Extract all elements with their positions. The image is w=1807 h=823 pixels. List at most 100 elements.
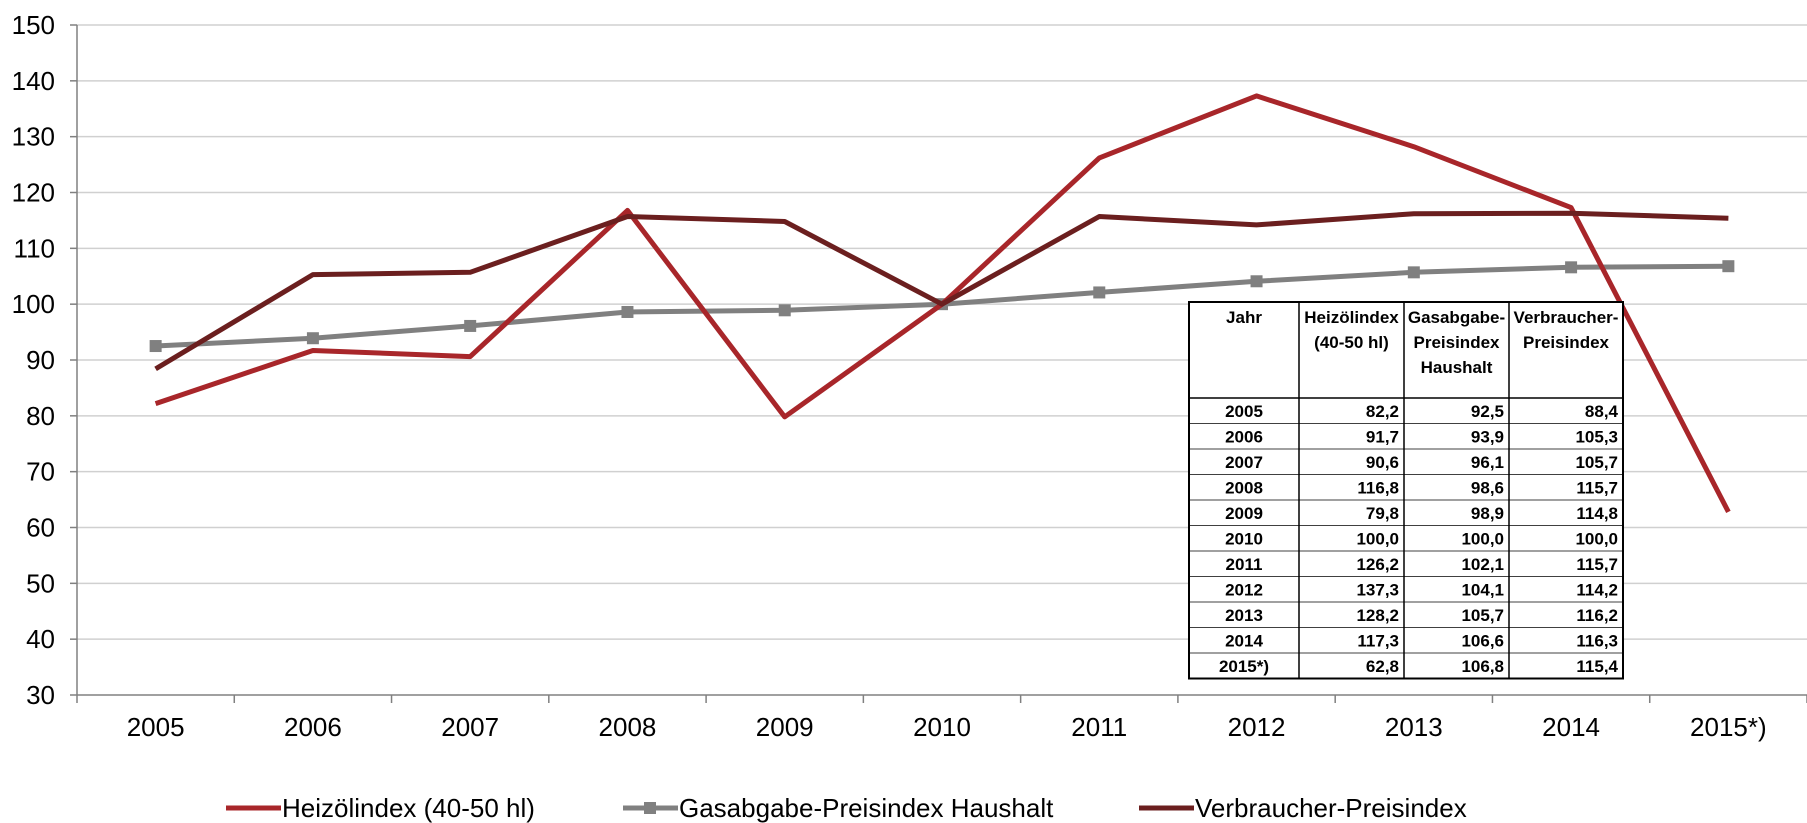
- y-tick-label: 50: [26, 568, 55, 598]
- y-tick-label: 40: [26, 624, 55, 654]
- x-tick-label: 2013: [1385, 712, 1443, 742]
- table-cell: 2009: [1225, 504, 1263, 523]
- series-line-2: [154, 210, 1729, 372]
- series-marker: [1250, 275, 1263, 288]
- y-tick-label: 110: [14, 233, 55, 263]
- y-tick-label: 100: [12, 289, 55, 319]
- table-cell: 2006: [1225, 428, 1263, 447]
- y-tick-label: 120: [12, 178, 55, 208]
- table-cell: 102,1: [1461, 555, 1504, 574]
- x-tick-label: 2014: [1542, 712, 1600, 742]
- table-cell: 2012: [1225, 581, 1263, 600]
- table-header-cell: Preisindex: [1523, 333, 1610, 352]
- series-marker: [1407, 266, 1420, 279]
- table-header-cell: Gasabgabe-: [1408, 308, 1505, 327]
- series-marker: [149, 340, 162, 353]
- y-tick-label: 130: [12, 122, 55, 152]
- y-tick-label: 80: [26, 401, 55, 431]
- y-tick-label: 150: [12, 10, 55, 40]
- table-cell: 100,0: [1461, 530, 1504, 549]
- table-cell: 93,9: [1471, 428, 1504, 447]
- y-tick-label: 90: [26, 345, 55, 375]
- table-cell: 116,8: [1357, 479, 1399, 498]
- legend-marker: [644, 802, 656, 814]
- table-cell: 105,3: [1575, 428, 1618, 447]
- table-cell: 88,4: [1585, 402, 1619, 421]
- table-header-cell: Jahr: [1226, 308, 1262, 327]
- y-tick-label: 70: [26, 457, 55, 487]
- table-cell: 91,7: [1366, 428, 1399, 447]
- x-tick-label: 2008: [599, 712, 657, 742]
- x-tick-label: 2012: [1228, 712, 1286, 742]
- table-cell: 2014: [1225, 632, 1263, 651]
- x-tick-label: 2005: [127, 712, 185, 742]
- table-cell: 2013: [1225, 606, 1263, 625]
- table-header-cell: Preisindex: [1414, 333, 1501, 352]
- y-axis-ticks: 30 40 50 60 70 80 90 100 110 120 130 140 150: [12, 10, 55, 710]
- table-cell: 115,7: [1576, 479, 1618, 498]
- legend: Heizölindex (40-50 hl) Gasabgabe-Preisind…: [226, 793, 1467, 823]
- table-header-cell: Haushalt: [1421, 358, 1493, 377]
- table-cell: 96,1: [1471, 453, 1504, 472]
- table-cell: 114,8: [1576, 504, 1618, 523]
- table-cell: 105,7: [1461, 606, 1504, 625]
- table-header-cell: Heizölindex: [1304, 308, 1399, 327]
- legend-label: Gasabgabe-Preisindex Haushalt: [679, 793, 1054, 823]
- table-cell: 128,2: [1356, 606, 1399, 625]
- series-marker: [778, 304, 791, 317]
- table-cell: 82,2: [1366, 402, 1399, 421]
- series-lines: [149, 93, 1735, 514]
- table-cell: 98,6: [1471, 479, 1504, 498]
- table-cell: 2010: [1225, 530, 1263, 549]
- x-axis-ticks: 2005 2006 2007 2008 2009 2010 2011 2012 2013 2014…: [127, 712, 1767, 742]
- table-cell: 106,8: [1461, 657, 1504, 676]
- y-tick-label: 30: [26, 680, 55, 710]
- table-cell: 106,6: [1461, 632, 1504, 651]
- series-marker: [621, 305, 634, 318]
- table-cell: 117,3: [1357, 632, 1399, 651]
- table-cell: 116,2: [1576, 606, 1618, 625]
- y-tick-label: 60: [26, 513, 55, 543]
- legend-label: Heizölindex (40-50 hl): [282, 793, 535, 823]
- series-marker: [306, 332, 319, 345]
- table-cell: 62,8: [1366, 657, 1399, 676]
- x-tick-label: 2015*): [1690, 712, 1767, 742]
- table-cell: 90,6: [1366, 453, 1399, 472]
- table-cell: 100,0: [1575, 530, 1618, 549]
- axes: [70, 24, 1807, 703]
- table-cell: 2008: [1225, 479, 1263, 498]
- table-cell: 115,4: [1576, 657, 1618, 676]
- table-cell: 105,7: [1575, 453, 1618, 472]
- x-tick-label: 2011: [1071, 712, 1127, 742]
- table-cell: 2015*): [1219, 657, 1269, 676]
- gridlines: [77, 24, 1807, 640]
- table-cell: 92,5: [1471, 402, 1504, 421]
- x-tick-label: 2009: [756, 712, 814, 742]
- x-tick-label: 2007: [441, 712, 499, 742]
- table-cell: 115,7: [1576, 555, 1618, 574]
- table-header-cell: (40-50 hl): [1314, 333, 1389, 352]
- table-cell: 2011: [1226, 555, 1263, 574]
- legend-label: Verbraucher-Preisindex: [1195, 793, 1467, 823]
- series-marker: [1722, 260, 1735, 273]
- table-cell: 126,2: [1356, 555, 1399, 574]
- table-cell: 137,3: [1356, 581, 1399, 600]
- x-tick-label: 2006: [284, 712, 342, 742]
- x-tick-label: 2010: [913, 712, 971, 742]
- table-cell: 114,2: [1576, 581, 1618, 600]
- table-cell: 2005: [1225, 402, 1263, 421]
- table-cell: 2007: [1225, 453, 1263, 472]
- table-cell: 98,9: [1471, 504, 1504, 523]
- data-table: Jahr Heizölindex (40-50 hl) Gasabgabe- Preis…: [1188, 301, 1624, 680]
- table-header-cell: Verbraucher-: [1514, 308, 1619, 327]
- table-frame: [1188, 301, 1624, 680]
- y-tick-label: 140: [12, 66, 55, 96]
- series-marker: [1565, 261, 1578, 274]
- table-cell: 100,0: [1356, 530, 1399, 549]
- table-cell: 104,1: [1461, 581, 1504, 600]
- table-cell: 79,8: [1366, 504, 1399, 523]
- table-cell: 116,3: [1576, 632, 1618, 651]
- series-marker: [464, 319, 477, 332]
- series-marker: [1093, 286, 1106, 299]
